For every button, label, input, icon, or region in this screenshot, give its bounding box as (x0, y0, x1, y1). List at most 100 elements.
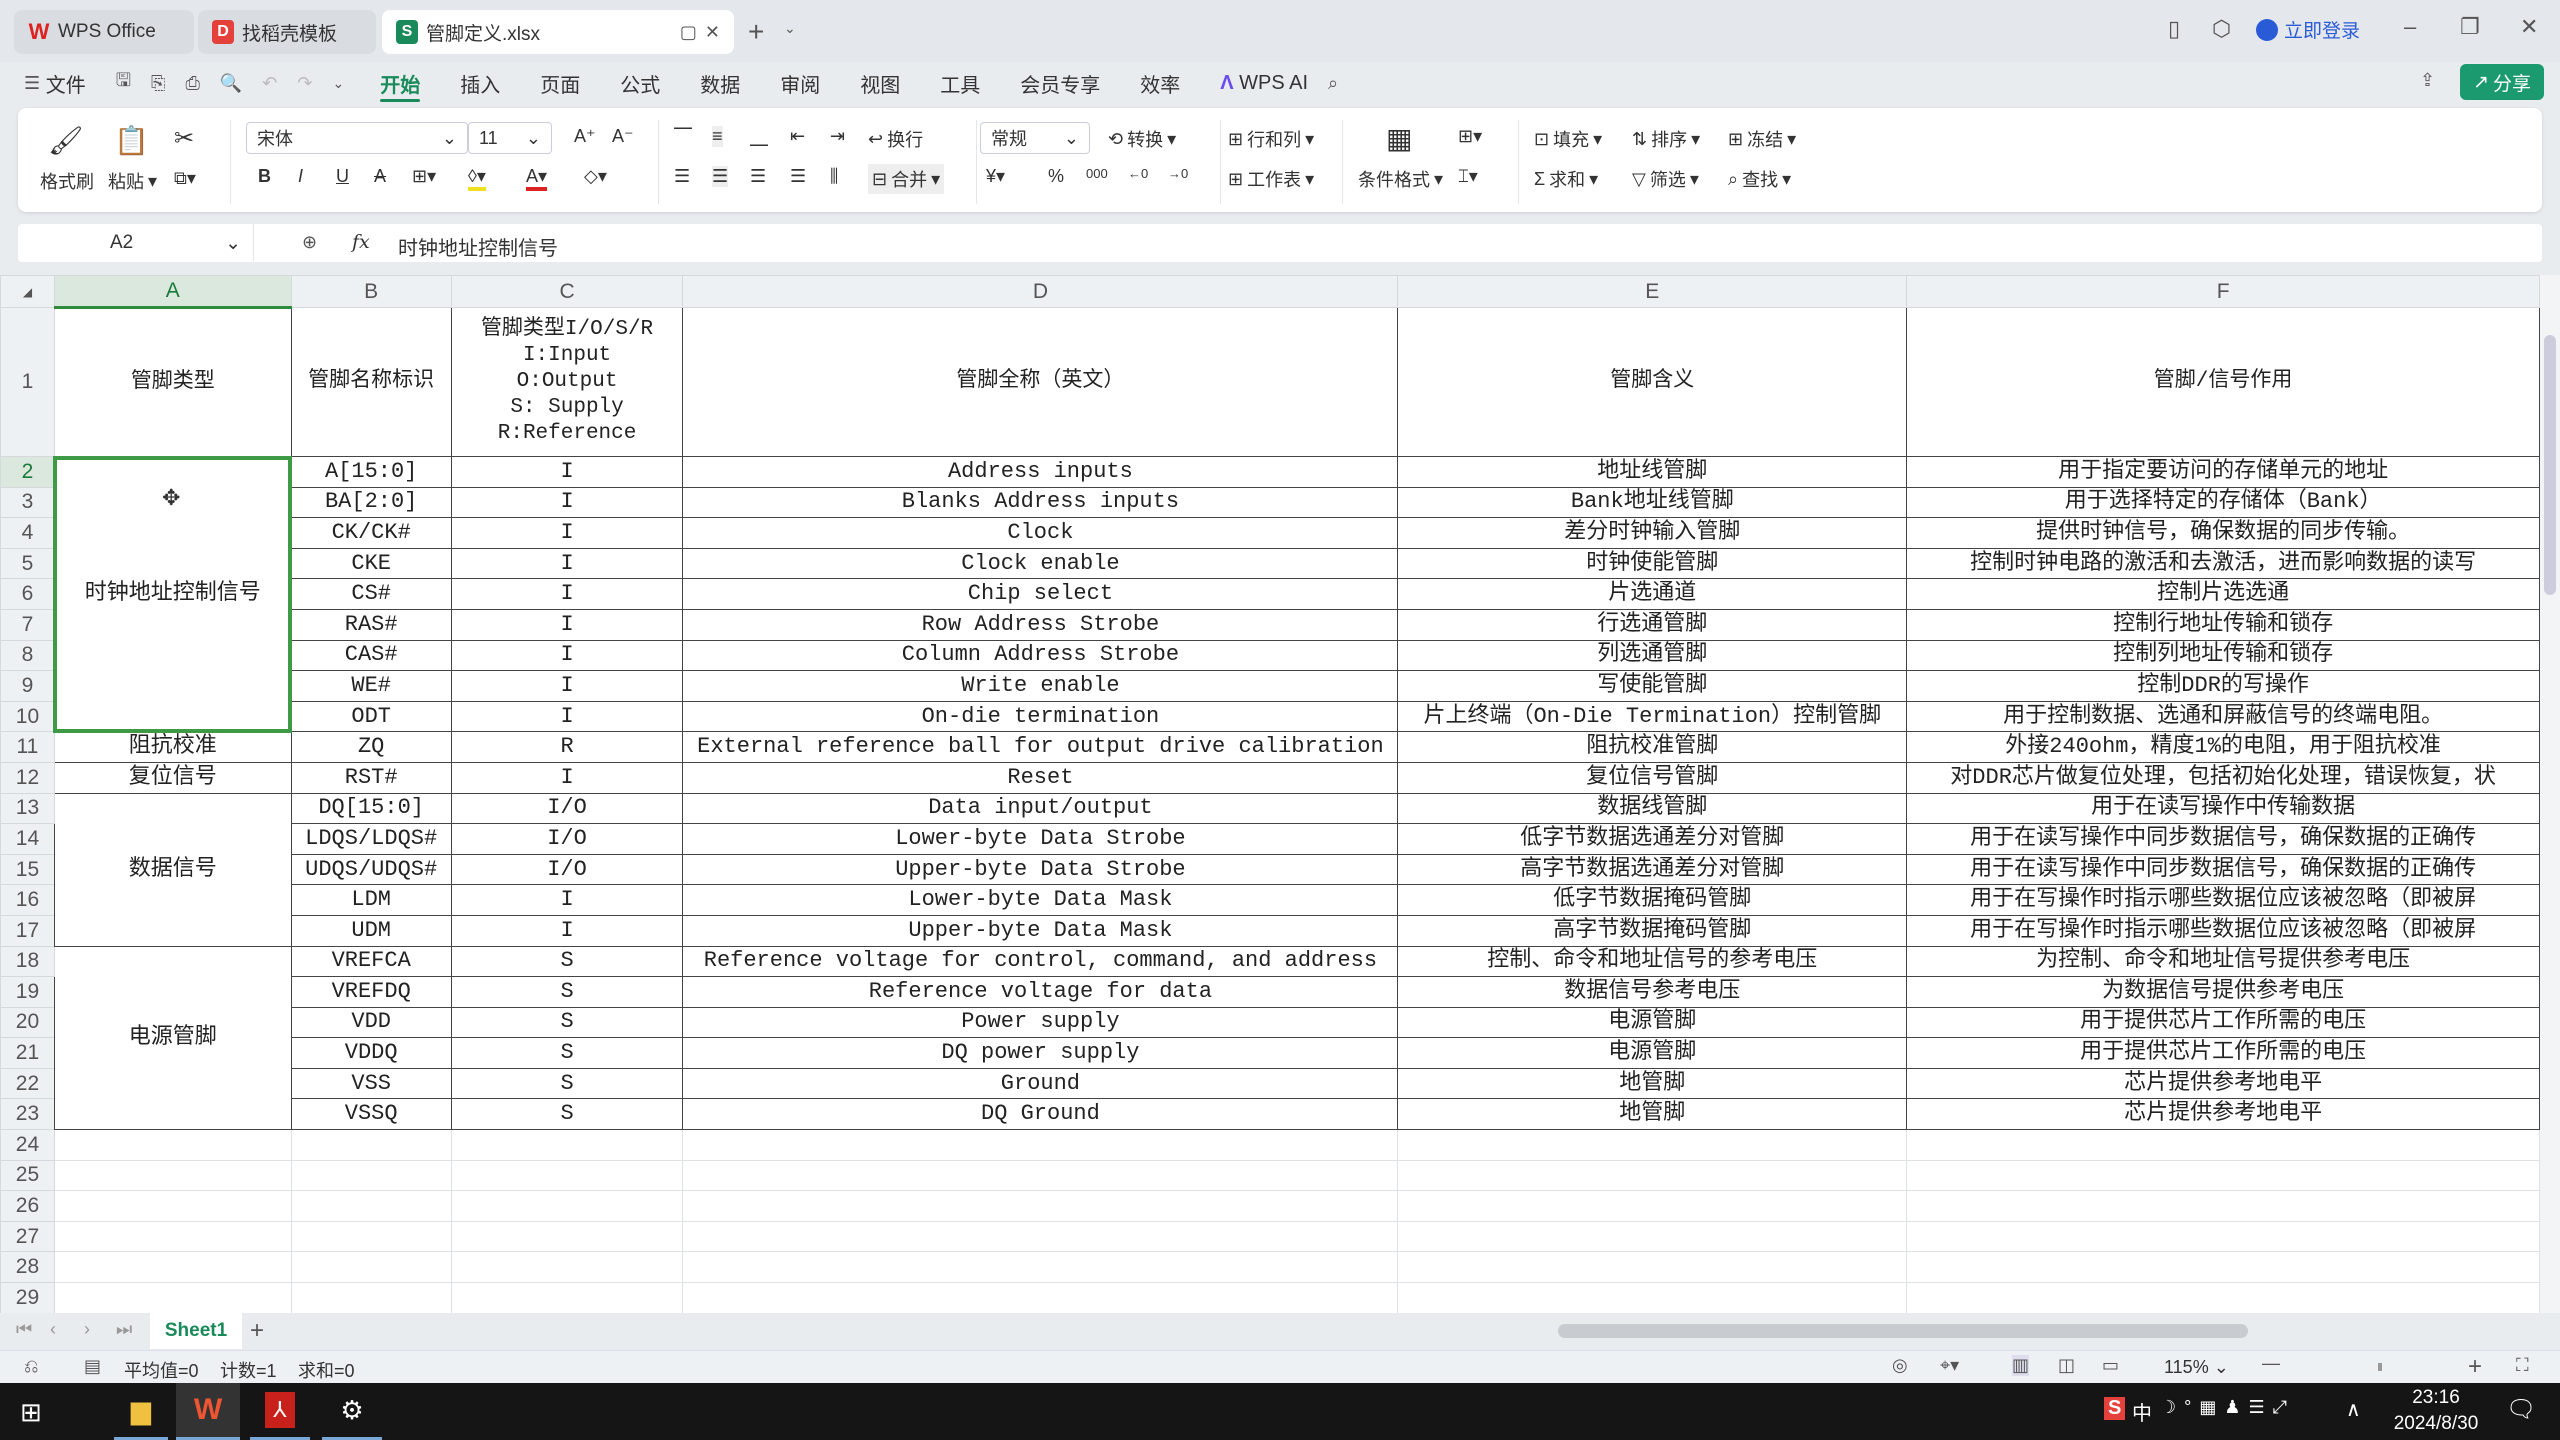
empty-cell[interactable] (1906, 1190, 2540, 1222)
header-cell[interactable]: 管脚名称标识 (290, 307, 452, 457)
data-cell[interactable]: 片选通道 (1397, 578, 1908, 610)
increase-font-icon[interactable]: A⁺ (574, 126, 596, 146)
scroll-thumb[interactable] (1558, 1324, 2248, 1338)
table-format-icon[interactable]: ⌶▾ (1458, 166, 1478, 186)
capture-app-icon[interactable]: ⚙ (322, 1383, 382, 1440)
data-cell[interactable]: VDD (290, 1006, 452, 1039)
filter-button[interactable]: ▽ 筛选 ▾ (1632, 166, 1699, 192)
cube-icon[interactable]: ⬡ (2212, 16, 2232, 41)
empty-cell[interactable] (682, 1251, 1399, 1284)
close-window-icon[interactable]: ✕ (2520, 14, 2539, 39)
data-cell[interactable]: WE# (290, 670, 452, 702)
empty-cell[interactable] (1906, 1251, 2540, 1284)
data-cell[interactable]: Row Address Strobe (682, 608, 1399, 641)
data-cell[interactable]: LDM (290, 884, 452, 916)
normal-view-icon[interactable]: ▥ (2012, 1355, 2030, 1376)
data-cell[interactable]: Reference voltage for data (682, 976, 1399, 1008)
data-cell[interactable]: VSSQ (290, 1098, 452, 1131)
empty-cell[interactable] (450, 1251, 684, 1284)
freeze-button[interactable]: ⊞ 冻结 ▾ (1728, 126, 1796, 152)
empty-cell[interactable] (1397, 1129, 1908, 1161)
tray-expand-icon[interactable]: ∧ (2346, 1399, 2361, 1421)
data-cell[interactable]: DQ Ground (682, 1098, 1399, 1131)
menu-tab-9[interactable]: 效率 (1140, 74, 1181, 97)
data-cell[interactable]: 外接240ohm，精度1%的电阻，用于阻抗校准 (1906, 731, 2540, 763)
strikethrough-icon[interactable]: A (374, 166, 387, 186)
data-cell[interactable]: I (450, 700, 684, 733)
fullscreen-icon[interactable]: ⛶ (2516, 1355, 2529, 1375)
empty-cell[interactable] (450, 1220, 684, 1253)
percent-icon[interactable]: % (1048, 166, 1065, 186)
zoom-slider[interactable] (2300, 1363, 2460, 1371)
wps-ai-button[interactable]: Λ WPS AI (1200, 62, 1328, 104)
row-number[interactable]: 26 (0, 1190, 55, 1222)
focus-mode-icon[interactable]: ⌖▾ (1940, 1355, 1960, 1375)
row-number[interactable]: 16 (0, 884, 55, 916)
bold-icon[interactable]: B (258, 166, 271, 186)
number-format-select[interactable]: 常规 ⌄ (980, 122, 1090, 154)
data-cell[interactable]: I (450, 670, 684, 702)
data-cell[interactable]: VREFCA (290, 945, 452, 978)
prev-sheet-icon[interactable]: ‹ (50, 1319, 56, 1339)
data-cell[interactable]: Column Address Strobe (682, 639, 1399, 672)
header-cell[interactable]: 管脚/信号作用 (1906, 307, 2540, 457)
empty-cell[interactable] (450, 1129, 684, 1161)
row-number[interactable]: 24 (0, 1129, 55, 1161)
empty-cell[interactable] (682, 1159, 1399, 1192)
zoom-select[interactable]: 115% ⌄ (2164, 1357, 2229, 1377)
data-cell[interactable]: Power supply (682, 1006, 1399, 1039)
row-number[interactable]: 17 (0, 914, 55, 947)
data-cell[interactable]: 控制时钟电路的激活和去激活，进而影响数据的读写 (1906, 547, 2540, 580)
select-all-corner[interactable]: ◢ (0, 275, 55, 308)
row-number[interactable]: 2 (0, 456, 55, 488)
data-cell[interactable]: I (450, 486, 684, 519)
row-number[interactable]: 5 (0, 547, 55, 580)
sum-button[interactable]: Σ 求和 ▾ (1534, 166, 1598, 192)
data-cell[interactable]: I (450, 578, 684, 610)
data-cell[interactable]: Reset (682, 761, 1399, 794)
align-middle-icon[interactable]: ≡ (712, 126, 723, 147)
data-cell[interactable]: Ground (682, 1067, 1399, 1100)
tab-wps-office[interactable]: W WPS Office (14, 10, 194, 54)
empty-cell[interactable] (450, 1190, 684, 1222)
data-cell[interactable]: 差分时钟输入管脚 (1397, 517, 1908, 549)
data-cell[interactable]: RST# (290, 761, 452, 794)
data-cell[interactable]: S (450, 976, 684, 1008)
paste-icon[interactable]: 📋 (114, 125, 149, 156)
print-preview-icon[interactable]: 🔍 (219, 72, 243, 93)
header-cell[interactable]: 管脚类型 (53, 307, 292, 457)
pin-type-cell[interactable]: 数据信号 (53, 792, 292, 947)
empty-cell[interactable] (53, 1159, 292, 1192)
italic-icon[interactable]: I (298, 166, 304, 186)
cut-icon[interactable]: ✂ (174, 125, 195, 152)
search-icon[interactable]: ⌕ (1328, 72, 1339, 93)
sogou-ime-icon[interactable]: S (2104, 1397, 2126, 1420)
data-cell[interactable]: 用于提供芯片工作所需的电压 (1906, 1037, 2540, 1069)
doc-info-icon[interactable]: ▤ (84, 1356, 102, 1376)
data-cell[interactable]: 控制列地址传输和锁存 (1906, 639, 2540, 672)
zoom-formula-icon[interactable]: ⊕ (302, 232, 318, 252)
last-sheet-icon[interactable]: ⏭ (116, 1319, 133, 1339)
redo-icon[interactable]: ↷ (297, 72, 313, 93)
eye-protect-icon[interactable]: ◎ (1892, 1355, 1908, 1375)
row-number[interactable]: 23 (0, 1098, 55, 1131)
chevron-down-icon[interactable]: ⌄ (784, 20, 796, 36)
next-sheet-icon[interactable]: › (84, 1319, 90, 1339)
data-cell[interactable]: S (450, 1037, 684, 1069)
export-icon[interactable]: ⎘ (151, 72, 166, 93)
first-sheet-icon[interactable]: ⏮ (16, 1319, 33, 1339)
cell-style-icon[interactable]: ⊞▾ (1458, 126, 1483, 146)
underline-icon[interactable]: U (336, 166, 349, 186)
row-number[interactable]: 22 (0, 1067, 55, 1100)
menu-tab-4[interactable]: 数据 (700, 74, 741, 97)
header-cell[interactable]: 管脚全称（英文） (682, 307, 1399, 457)
pin-type-cell[interactable]: 电源管脚 (53, 945, 292, 1131)
empty-cell[interactable] (290, 1282, 452, 1314)
row-number[interactable]: 18 (0, 945, 55, 978)
indent-increase-icon[interactable]: ⇥ (830, 126, 846, 146)
empty-cell[interactable] (290, 1190, 452, 1222)
print-icon[interactable]: ⎙ (185, 72, 200, 93)
data-cell[interactable]: 为数据信号提供参考电压 (1906, 976, 2540, 1008)
data-cell[interactable]: 用于在读写操作中传输数据 (1906, 792, 2540, 825)
tab-pin-definition[interactable]: S 管脚定义.xlsx ▢ ✕ (382, 10, 734, 54)
